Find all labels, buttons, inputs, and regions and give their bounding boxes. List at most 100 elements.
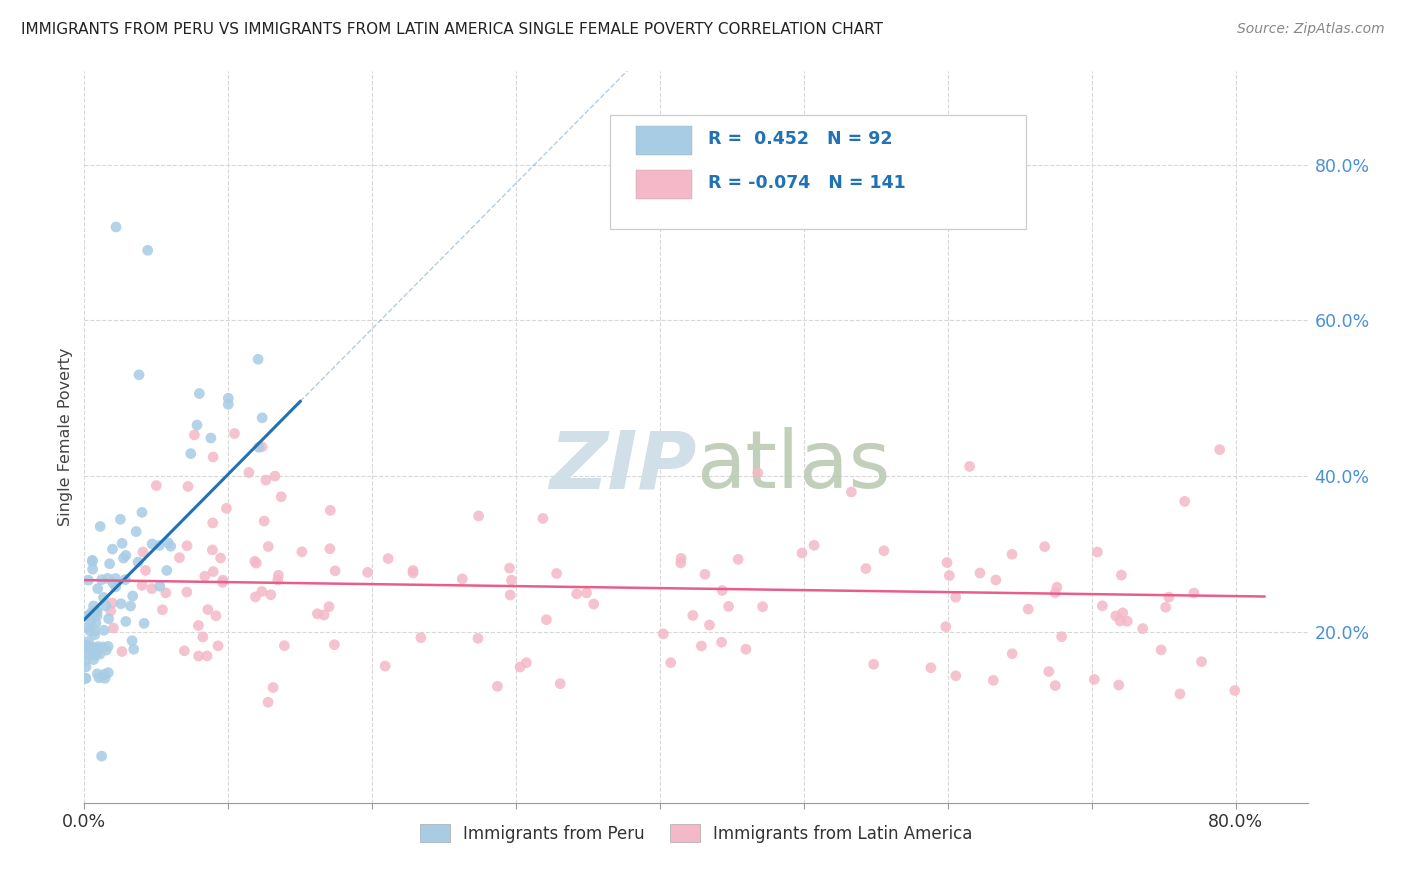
Point bbox=[83, 599, 105, 613]
Point bbox=[270, 490, 292, 504]
Point bbox=[127, 555, 149, 569]
Point bbox=[1105, 608, 1128, 623]
Point bbox=[180, 447, 202, 461]
Point bbox=[1038, 665, 1060, 679]
Point bbox=[1157, 590, 1180, 604]
Point bbox=[201, 543, 224, 558]
Point bbox=[318, 599, 340, 614]
Point bbox=[201, 516, 224, 530]
Point bbox=[84, 615, 107, 630]
Point bbox=[945, 591, 967, 605]
Point bbox=[110, 597, 132, 611]
Point bbox=[212, 573, 235, 587]
Point bbox=[319, 541, 342, 556]
Point bbox=[152, 603, 174, 617]
Point bbox=[202, 450, 225, 464]
Point bbox=[291, 545, 314, 559]
Point bbox=[243, 554, 266, 568]
Point bbox=[96, 643, 118, 657]
Point bbox=[80, 647, 103, 661]
Point bbox=[247, 352, 270, 367]
Point bbox=[501, 573, 523, 587]
Point bbox=[101, 596, 124, 610]
Point bbox=[936, 556, 959, 570]
Point bbox=[247, 440, 270, 454]
Point bbox=[89, 647, 111, 661]
Point bbox=[938, 568, 960, 582]
Point bbox=[80, 615, 103, 629]
Point bbox=[1085, 545, 1108, 559]
Point bbox=[1083, 673, 1105, 687]
Point bbox=[114, 615, 136, 629]
Point bbox=[1154, 600, 1177, 615]
Point bbox=[122, 642, 145, 657]
Point bbox=[862, 657, 884, 672]
Point bbox=[84, 640, 107, 655]
Point bbox=[1045, 679, 1067, 693]
Point bbox=[531, 511, 554, 525]
Point bbox=[945, 669, 967, 683]
Point bbox=[238, 466, 260, 480]
Point bbox=[131, 578, 153, 592]
Point bbox=[145, 478, 167, 492]
Point bbox=[1033, 540, 1056, 554]
Point bbox=[402, 566, 425, 580]
Point bbox=[1050, 630, 1073, 644]
Point bbox=[94, 599, 117, 613]
Point bbox=[93, 667, 115, 681]
Point bbox=[803, 538, 825, 552]
Point bbox=[77, 634, 100, 648]
Text: ZIP: ZIP bbox=[548, 427, 696, 506]
Point bbox=[207, 639, 229, 653]
Point bbox=[659, 656, 682, 670]
Point bbox=[159, 539, 181, 553]
Point bbox=[79, 624, 101, 638]
Point bbox=[262, 681, 284, 695]
Point bbox=[115, 549, 138, 563]
Point bbox=[267, 568, 290, 582]
Point bbox=[323, 564, 346, 578]
Point bbox=[669, 551, 692, 566]
Point bbox=[1001, 547, 1024, 561]
Point bbox=[121, 633, 143, 648]
Text: IMMIGRANTS FROM PERU VS IMMIGRANTS FROM LATIN AMERICA SINGLE FEMALE POVERTY CORR: IMMIGRANTS FROM PERU VS IMMIGRANTS FROM … bbox=[21, 22, 883, 37]
Point bbox=[101, 576, 124, 591]
Point bbox=[97, 612, 120, 626]
Point bbox=[94, 671, 117, 685]
Point bbox=[202, 565, 225, 579]
Point bbox=[111, 536, 134, 550]
Point bbox=[374, 659, 396, 673]
Point bbox=[75, 671, 97, 685]
Point bbox=[966, 212, 988, 227]
Point bbox=[690, 639, 713, 653]
Point bbox=[984, 573, 1007, 587]
Point bbox=[188, 386, 211, 401]
Point bbox=[80, 606, 103, 620]
Point bbox=[79, 640, 101, 655]
Point bbox=[215, 501, 238, 516]
Point bbox=[467, 632, 489, 646]
Point bbox=[250, 440, 273, 454]
Point bbox=[112, 551, 135, 566]
Point bbox=[711, 583, 734, 598]
Point bbox=[176, 585, 198, 599]
Point bbox=[319, 503, 342, 517]
Point bbox=[128, 368, 150, 382]
Point bbox=[100, 604, 122, 618]
Point bbox=[93, 624, 115, 638]
Point bbox=[211, 575, 233, 590]
Point bbox=[209, 551, 232, 566]
FancyBboxPatch shape bbox=[636, 127, 692, 155]
Point bbox=[1191, 655, 1213, 669]
Point bbox=[97, 571, 120, 585]
Point bbox=[260, 588, 283, 602]
Point bbox=[86, 666, 108, 681]
Point bbox=[157, 536, 180, 550]
Point bbox=[855, 561, 877, 575]
Point bbox=[75, 653, 97, 667]
Point bbox=[1091, 599, 1114, 613]
Point bbox=[699, 618, 721, 632]
Point bbox=[169, 550, 191, 565]
Point bbox=[920, 661, 942, 675]
Point bbox=[1001, 647, 1024, 661]
